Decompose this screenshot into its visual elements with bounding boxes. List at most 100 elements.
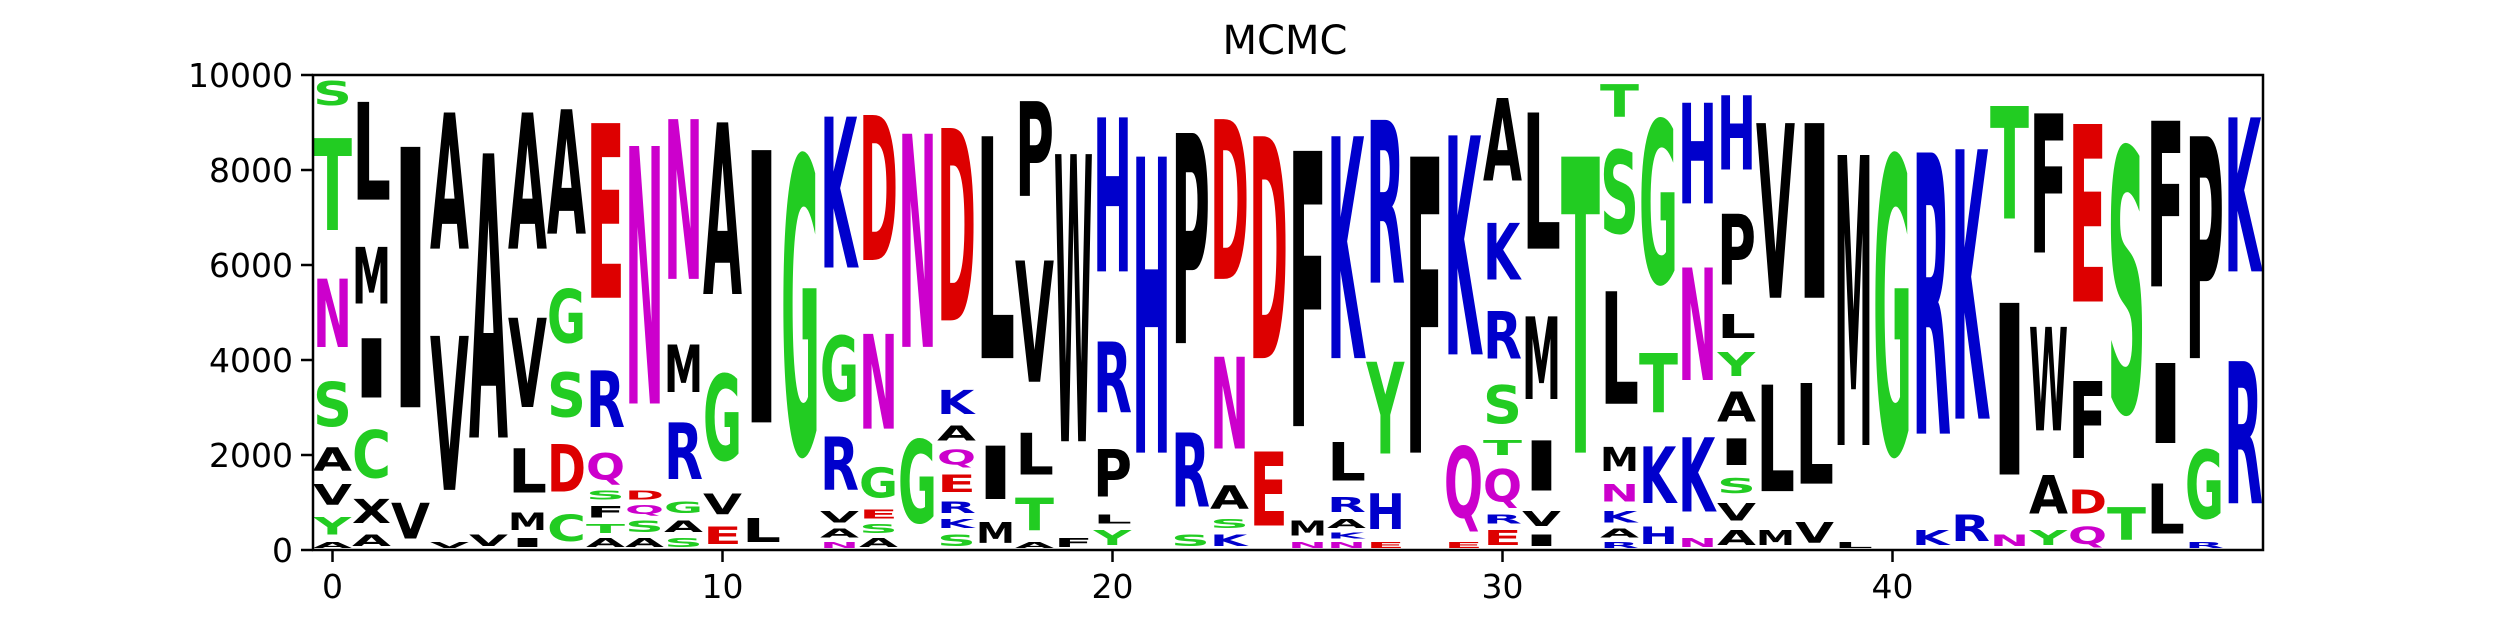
logo-letter-pos27-1-H: H — [1366, 485, 1405, 541]
logo-letter-pos9-5-N: N — [664, 77, 703, 332]
logo-letter-pos22-1-R: R — [1171, 413, 1210, 531]
logo-letter-pos36-7-P: P — [1717, 194, 1756, 308]
logo-letter-pos16-1-K: K — [937, 517, 977, 531]
logo-letter-pos26-2-A: A — [1327, 517, 1367, 531]
logo-letter-pos36-0-A: A — [1717, 527, 1756, 551]
logo-letter-pos30-0-E: E — [1483, 527, 1522, 551]
logo-letter-pos3-1-V: V — [430, 296, 469, 541]
logo-letter-pos33-5-L: L — [1600, 260, 1639, 440]
logo-letter-pos7-1-T: T — [586, 522, 625, 536]
logo-letter-pos30-4-S: S — [1483, 374, 1522, 436]
logo-letter-pos16-6-K: K — [937, 384, 977, 422]
logo-letter-pos23-2-A: A — [1210, 479, 1249, 517]
logo-letter-pos8-3-D: D — [625, 489, 664, 503]
logo-letter-pos33-3-N: N — [1600, 478, 1639, 507]
logo-letter-pos31-0-I: I — [1522, 531, 1561, 550]
logo-letter-pos39-1-M: M — [1834, 76, 1873, 539]
logo-letter-pos13-2-V: V — [820, 507, 859, 526]
logo-letter-pos42-1-K: K — [1951, 76, 1990, 507]
logo-letter-pos25-0-N: N — [1288, 541, 1327, 550]
logo-letter-pos36-8-H: H — [1717, 76, 1756, 194]
logo-letter-pos30-7-A: A — [1483, 75, 1522, 208]
logo-letter-pos8-2-Q: Q — [625, 503, 664, 517]
logo-letter-pos7-3-S: S — [586, 489, 625, 503]
logo-letter-pos18-4-P: P — [1015, 77, 1054, 228]
logo-letter-pos38-1-L: L — [1795, 357, 1834, 517]
logo-letter-pos36-4-A: A — [1717, 384, 1757, 431]
logo-letter-pos44-0-Y: Y — [2028, 527, 2068, 551]
logo-letter-pos9-2-G: G — [664, 498, 703, 517]
logo-letter-pos6-3-G: G — [547, 275, 586, 360]
logo-letter-pos10-0-E: E — [703, 522, 742, 550]
logo-letter-pos3-2-A: A — [430, 77, 469, 294]
logo-letter-pos1-4-M: M — [352, 233, 391, 323]
logo-letter-pos18-1-T: T — [1015, 489, 1054, 541]
logo-letter-pos32-0-T: T — [1561, 77, 1600, 549]
logo-letter-pos21-0-H: H — [1132, 77, 1171, 549]
logo-letter-pos10-1-V: V — [703, 488, 742, 521]
logo-letter-pos29-0-E: E — [1444, 540, 1483, 550]
logo-letter-pos26-1-K: K — [1327, 531, 1366, 540]
y-tick-label-2000: 2000 — [209, 436, 293, 475]
logo-letter-pos7-0-A: A — [586, 536, 626, 550]
logo-letter-pos6-1-D: D — [547, 432, 586, 508]
logo-letter-pos6-0-C: C — [547, 508, 586, 550]
logo-letter-pos44-1-A: A — [2029, 466, 2068, 527]
logo-letter-pos5-2-L: L — [508, 437, 547, 508]
logo-letter-pos9-4-M: M — [664, 331, 703, 407]
logo-letter-pos35-0-N: N — [1678, 536, 1717, 550]
logo-letter-pos48-2-P: P — [2185, 75, 2224, 430]
logo-letter-pos17-2-L: L — [976, 75, 1015, 430]
logo-letter-pos16-3-E: E — [937, 470, 976, 498]
logo-letter-pos20-3-R: R — [1093, 324, 1132, 437]
logo-letter-pos9-3-R: R — [664, 408, 703, 498]
logo-letter-pos5-0-I: I — [508, 536, 547, 550]
logo-letter-pos35-1-K: K — [1678, 417, 1717, 536]
logo-letter-pos23-1-S: S — [1210, 517, 1249, 531]
logo-letter-pos17-1-I: I — [976, 432, 1015, 517]
logo-letter-pos41-1-R: R — [1912, 76, 1951, 525]
logo-letter-pos8-1-S: S — [625, 517, 664, 536]
logo-letter-pos30-2-Q: Q — [1483, 460, 1522, 512]
x-tick-label-0: 0 — [322, 567, 343, 606]
logo-letter-pos47-0-L: L — [2146, 470, 2185, 550]
logo-letter-pos18-0-A: A — [1015, 541, 1054, 550]
logo-letter-pos40-0-G: G — [1873, 78, 1912, 550]
logo-letter-pos11-0-L: L — [742, 512, 781, 550]
logo-letter-pos13-0-N: N — [820, 541, 859, 550]
logo-letter-pos49-0-R: R — [2224, 323, 2263, 550]
logo-letter-pos2-1-I: I — [391, 77, 430, 492]
logo-letter-pos16-7-D: D — [937, 75, 976, 383]
logo-letter-pos6-4-A: A — [547, 75, 586, 274]
logo-letter-pos17-0-M: M — [976, 517, 1015, 550]
logo-letter-pos23-0-K: K — [1210, 532, 1249, 551]
logo-letter-pos0-7-S: S — [313, 75, 352, 113]
logo-letter-pos14-3-G: G — [859, 461, 898, 508]
logo-letter-pos38-0-V: V — [1795, 517, 1834, 550]
logo-letter-pos41-0-K: K — [1912, 526, 1951, 550]
logo-letter-pos10-2-G: G — [703, 352, 742, 488]
logo-letter-pos7-2-F: F — [586, 503, 625, 522]
logo-letter-pos37-2-V: V — [1756, 75, 1795, 355]
logo-letter-pos16-2-R: R — [937, 498, 976, 517]
logo-letter-pos36-6-L: L — [1717, 308, 1756, 346]
logo-letter-pos1-2-C: C — [352, 417, 391, 493]
logo-letter-pos30-6-K: K — [1483, 209, 1522, 299]
logo-letter-pos0-1-Y: Y — [312, 512, 352, 541]
logo-letter-pos14-5-D: D — [859, 77, 898, 308]
logo-letter-pos26-0-N: N — [1327, 541, 1366, 550]
logo-letter-pos7-4-Q: Q — [586, 446, 625, 488]
logo-letter-pos33-2-K: K — [1600, 508, 1639, 527]
logo-letter-pos30-1-R: R — [1483, 512, 1522, 526]
logo-letter-pos45-1-D: D — [2068, 484, 2107, 522]
x-tick-label-40: 40 — [1872, 567, 1914, 606]
logo-letter-pos14-1-S: S — [859, 522, 898, 536]
logo-letter-pos5-4-A: A — [508, 77, 547, 294]
letters-layer: AYVASNTSAXCIMLVIVVAVAIMLVACDSGAATFSQREAS… — [312, 75, 2263, 551]
logo-letter-pos15-1-N: N — [898, 77, 937, 416]
logo-letter-pos34-2-T: T — [1639, 337, 1678, 432]
logo-letter-pos24-0-E: E — [1249, 433, 1288, 550]
logo-letter-pos31-2-I: I — [1522, 427, 1561, 507]
logo-letter-pos0-0-A: A — [313, 541, 352, 550]
y-tick-label-0: 0 — [272, 531, 293, 570]
